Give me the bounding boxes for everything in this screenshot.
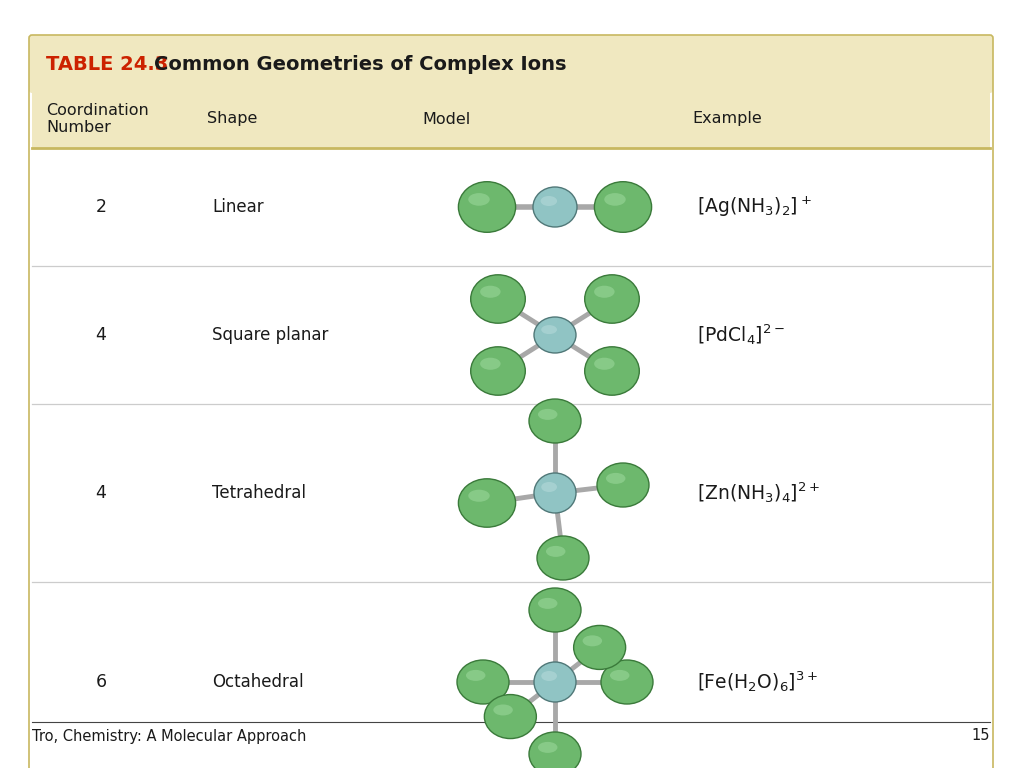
Ellipse shape <box>538 742 557 753</box>
Ellipse shape <box>534 317 575 353</box>
Ellipse shape <box>534 473 575 513</box>
Ellipse shape <box>457 660 509 704</box>
Ellipse shape <box>471 347 525 396</box>
Ellipse shape <box>459 478 516 527</box>
Ellipse shape <box>583 635 602 647</box>
Ellipse shape <box>594 182 651 232</box>
Ellipse shape <box>585 275 639 323</box>
Text: TABLE 24.3: TABLE 24.3 <box>46 55 168 74</box>
Ellipse shape <box>459 182 516 232</box>
Text: Octahedral: Octahedral <box>212 673 304 691</box>
Ellipse shape <box>480 286 501 298</box>
Text: 2: 2 <box>95 198 106 216</box>
Text: 6: 6 <box>95 673 106 691</box>
Text: Linear: Linear <box>212 198 263 216</box>
Ellipse shape <box>542 482 557 492</box>
Ellipse shape <box>468 490 489 502</box>
Text: 15: 15 <box>972 729 990 743</box>
Ellipse shape <box>585 347 639 396</box>
Text: Shape: Shape <box>207 111 257 127</box>
Ellipse shape <box>484 694 537 739</box>
Ellipse shape <box>573 625 626 670</box>
Ellipse shape <box>534 187 577 227</box>
Text: $\mathregular{[Fe(H_2O)_6]^{3+}}$: $\mathregular{[Fe(H_2O)_6]^{3+}}$ <box>697 670 818 694</box>
Ellipse shape <box>494 704 513 716</box>
Ellipse shape <box>529 399 581 443</box>
Text: $\mathregular{[Zn(NH_3)_4]^{2+}}$: $\mathregular{[Zn(NH_3)_4]^{2+}}$ <box>697 481 820 505</box>
Text: Tetrahedral: Tetrahedral <box>212 484 306 502</box>
Ellipse shape <box>537 536 589 580</box>
Ellipse shape <box>538 598 557 609</box>
Ellipse shape <box>597 463 649 507</box>
Bar <box>32 90 990 148</box>
Ellipse shape <box>480 358 501 369</box>
Text: Tro, Chemistry: A Molecular Approach: Tro, Chemistry: A Molecular Approach <box>32 729 306 743</box>
Ellipse shape <box>468 193 489 206</box>
Ellipse shape <box>471 275 525 323</box>
Ellipse shape <box>546 546 565 557</box>
Ellipse shape <box>594 358 614 369</box>
FancyBboxPatch shape <box>29 35 993 93</box>
Text: $\mathregular{[Ag(NH_3)_2]^+}$: $\mathregular{[Ag(NH_3)_2]^+}$ <box>697 195 812 219</box>
Ellipse shape <box>542 671 557 681</box>
Text: $\mathregular{[PdCl_4]^{2-}}$: $\mathregular{[PdCl_4]^{2-}}$ <box>697 323 785 347</box>
Ellipse shape <box>538 409 557 420</box>
Text: Square planar: Square planar <box>212 326 329 344</box>
Ellipse shape <box>601 660 653 704</box>
Ellipse shape <box>529 588 581 632</box>
Text: Model: Model <box>422 111 470 127</box>
Ellipse shape <box>466 670 485 681</box>
Ellipse shape <box>606 473 626 484</box>
Text: Common Geometries of Complex Ions: Common Geometries of Complex Ions <box>154 55 566 74</box>
Ellipse shape <box>534 662 575 702</box>
Text: Coordination
Number: Coordination Number <box>46 103 148 135</box>
Ellipse shape <box>594 286 614 298</box>
Ellipse shape <box>610 670 630 681</box>
Text: Example: Example <box>692 111 762 127</box>
Ellipse shape <box>604 193 626 206</box>
Text: 4: 4 <box>95 484 106 502</box>
Ellipse shape <box>529 732 581 768</box>
Text: 4: 4 <box>95 326 106 344</box>
Ellipse shape <box>542 325 557 334</box>
Ellipse shape <box>541 196 557 206</box>
